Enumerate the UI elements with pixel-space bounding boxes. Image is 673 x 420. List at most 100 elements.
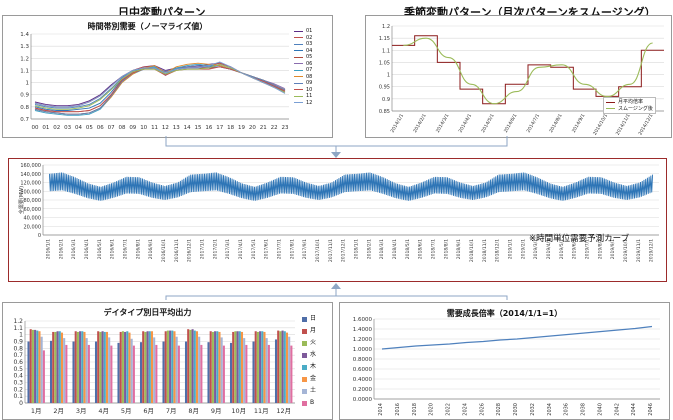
- x-tick-label: 2018/2/1: [366, 239, 372, 259]
- bar-水: [281, 330, 284, 403]
- y-tick-label: 1.1: [382, 48, 390, 54]
- bar-月: [119, 331, 122, 403]
- y-axis-label: 全需要(MW): [18, 186, 25, 214]
- legend-label: 火: [310, 339, 317, 346]
- x-tick-label: 21: [260, 125, 267, 131]
- bar-土: [243, 338, 246, 403]
- bar-日: [49, 340, 53, 403]
- bar-土: [108, 337, 111, 403]
- y-tick-label: 0.5: [13, 366, 23, 373]
- x-tick-label: 2019/11/1: [636, 239, 642, 262]
- y-tick-label: 1.2: [382, 24, 390, 30]
- y-tick-label: 0.1: [13, 393, 23, 400]
- bar-火: [211, 331, 214, 403]
- bar-金: [285, 332, 289, 403]
- bar-金: [38, 331, 41, 403]
- x-tick-label: 2028: [496, 403, 502, 416]
- bar-木: [193, 330, 196, 403]
- y-tick-label: 1.4000: [353, 327, 373, 333]
- bar-木: [148, 331, 151, 403]
- bar-土: [175, 336, 178, 403]
- y-tick-label: 1.4: [20, 32, 29, 38]
- y-tick-label: 80,000: [24, 198, 42, 204]
- legend-label: 01: [306, 28, 313, 34]
- legend-swatch: [294, 102, 303, 104]
- y-tick-label: 120,000: [20, 181, 41, 187]
- x-tick-label: 2018/6/1: [418, 239, 424, 259]
- y-tick-label: 1.2: [13, 318, 23, 325]
- legend-item: 04: [294, 48, 312, 55]
- x-tick-label: 18: [227, 125, 234, 131]
- y-tick-label: 1.6000: [353, 317, 373, 323]
- legend-label: 木: [310, 363, 317, 370]
- x-tick-label: 2014: [378, 403, 384, 416]
- legend-swatch: [294, 56, 303, 58]
- x-tick-label: 2014/6/1: [503, 113, 519, 134]
- bar-日: [252, 341, 255, 403]
- bar-水: [146, 331, 149, 403]
- hourly-demand-panel: 0 20,000 40,000 60,000 80,000 100,000 120,000 1…: [8, 158, 667, 282]
- y-tick-label: 0.95: [379, 85, 390, 91]
- legend-swatch: [294, 76, 303, 78]
- legend-swatch: [294, 63, 303, 65]
- bar-土: [40, 336, 43, 403]
- legend-item: 月: [302, 325, 316, 337]
- series-line-monthly-average: [392, 35, 664, 105]
- legend-item: 08: [294, 74, 312, 81]
- legend-item: 土: [302, 385, 316, 397]
- legend-label: 10: [306, 86, 313, 93]
- y-tick-label: 1: [387, 73, 390, 79]
- legend-item: 02: [294, 35, 312, 42]
- x-tick-label: 6月: [143, 407, 154, 415]
- daytype-chart: 00.10.20.30.40.50.60.70.80.911.11.2 1月 2月 3…: [13, 318, 295, 415]
- bar-B: [245, 344, 248, 403]
- bar-土: [198, 336, 201, 403]
- legend-item: 05: [294, 54, 312, 61]
- legend-label: 月: [310, 327, 317, 334]
- growth-panel: 需要成長倍率（2014/1/1=1） 0.0000 0.2000 0.4000 0.6…: [339, 302, 670, 420]
- hourly-forecast-note: ※時間単位需要予測カーブ: [529, 234, 630, 244]
- bar-水: [169, 330, 172, 403]
- x-tick-label: 23: [282, 125, 289, 131]
- x-tick-label: 2月: [53, 407, 64, 415]
- x-tick-label: 2016/1/1: [45, 239, 51, 259]
- bar-土: [153, 337, 156, 403]
- x-tick-label: 2014/2/1: [412, 113, 428, 134]
- bar-火: [31, 329, 34, 403]
- bar-月: [187, 329, 190, 403]
- x-tick-label: 2040: [597, 403, 603, 416]
- bar-日: [117, 342, 120, 403]
- x-tick-label: 2030: [513, 403, 519, 416]
- x-tick-label: 2019/6/1: [572, 239, 578, 259]
- x-tick-label: 2018: [412, 403, 418, 416]
- bar-木: [216, 331, 219, 403]
- bar-月: [142, 331, 145, 403]
- bar-B: [65, 344, 68, 403]
- bar-月: [29, 329, 32, 403]
- x-tick-label: 2018/4/1: [392, 239, 398, 259]
- x-tick-label: 17: [216, 125, 223, 131]
- legend-swatch: [302, 376, 307, 382]
- bar-金: [150, 331, 154, 403]
- x-tick-label: 2034: [547, 403, 553, 416]
- legend-item: 06: [294, 61, 312, 68]
- x-tick-label: 2014/1/1: [390, 113, 406, 134]
- x-tick-label: 2017/6/1: [264, 239, 270, 259]
- legend-label: 07: [306, 67, 313, 73]
- y-tick-label: 0.6000: [353, 367, 373, 373]
- x-tick-label: 2018/1/1: [353, 239, 359, 259]
- bar-水: [124, 331, 127, 403]
- series-line-12: [34, 61, 286, 108]
- legend-label: 06: [306, 60, 313, 67]
- x-tick-label: 16: [205, 125, 212, 131]
- legend-item: 09: [294, 80, 312, 87]
- bar-B: [267, 344, 270, 403]
- x-tick-label: 13: [173, 125, 180, 131]
- x-tick-label: 00: [32, 125, 39, 131]
- daily-demand-chart: 0.7 0.8 0.9 1 1.1 1.2 1.3 1.4 00 01 02 03 04 05 06 07 08…: [20, 32, 289, 131]
- legend-label: 03: [306, 41, 313, 47]
- bar-木: [283, 331, 286, 403]
- legend-swatch: [294, 89, 303, 91]
- bar-日: [274, 339, 278, 403]
